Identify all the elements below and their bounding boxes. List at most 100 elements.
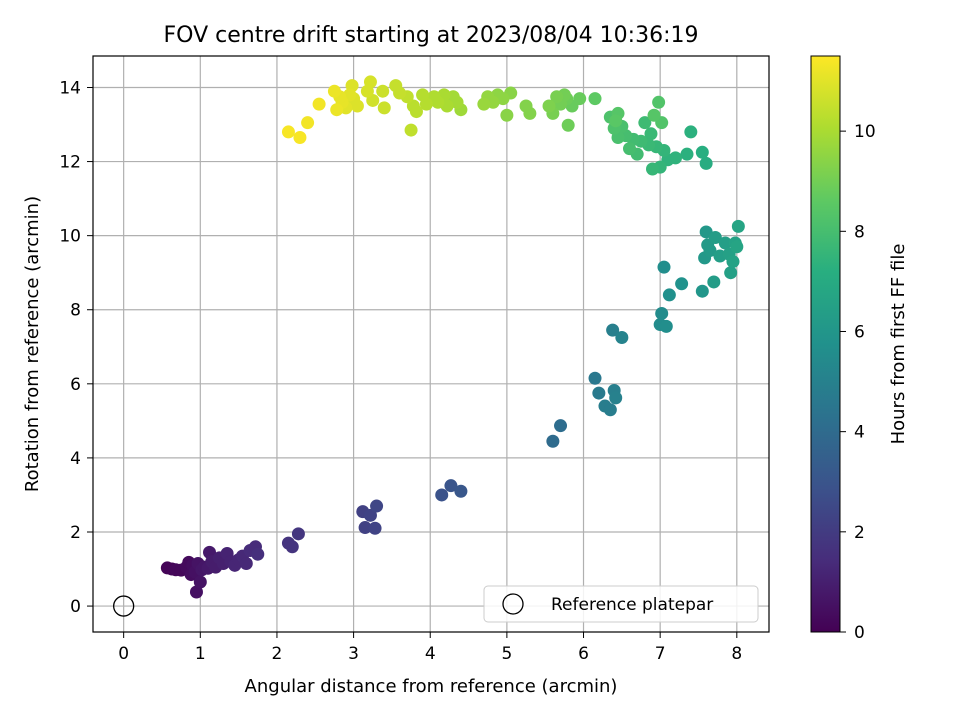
data-point (291, 527, 305, 541)
data-point (609, 391, 623, 405)
data-point (609, 114, 623, 128)
data-point (542, 99, 556, 113)
data-point (647, 108, 661, 122)
data-point (377, 101, 391, 115)
data-point (588, 92, 602, 106)
data-point (193, 575, 207, 589)
data-point (718, 236, 732, 250)
data-point (327, 84, 341, 98)
x-tick-label: 4 (425, 644, 436, 664)
data-point (680, 147, 694, 161)
data-point (404, 123, 418, 137)
data-point (554, 419, 568, 433)
colorbar-tick-label: 2 (854, 523, 865, 543)
x-tick-label: 2 (272, 644, 283, 664)
y-axis-ticks: 0 2 4 6 8 10 12 14 (59, 78, 93, 617)
chart-title: FOV centre drift starting at 2023/08/04 … (164, 23, 699, 48)
x-tick-label: 3 (348, 644, 359, 664)
data-point (703, 243, 717, 257)
y-tick-label: 10 (59, 227, 81, 247)
data-point (652, 95, 666, 109)
data-point (662, 288, 676, 302)
data-point (644, 127, 658, 141)
data-point (655, 306, 669, 320)
reference-platepar-point (113, 595, 135, 617)
data-point (546, 434, 560, 448)
reference-marker (113, 595, 135, 617)
colorbar-tick-label: 0 (854, 623, 865, 643)
y-tick-label: 12 (59, 153, 81, 173)
data-point (707, 275, 721, 289)
data-point (376, 84, 390, 98)
data-point (301, 116, 315, 130)
legend-marker (502, 593, 524, 615)
x-axis-label: Angular distance from reference (arcmin) (245, 676, 618, 697)
data-point (603, 403, 617, 417)
data-point (519, 99, 533, 113)
data-point (708, 231, 722, 245)
data-point (638, 116, 652, 130)
data-point (444, 479, 458, 493)
data-point (695, 284, 709, 298)
colorbar-tick-label: 4 (854, 423, 865, 443)
x-tick-label: 8 (731, 644, 742, 664)
x-axis-ticks: 0 1 2 3 4 5 6 7 8 (118, 632, 742, 664)
y-tick-label: 6 (70, 375, 81, 395)
colorbar-gradient (810, 55, 841, 633)
legend-box (483, 585, 759, 623)
colorbar-ticks: 0 2 4 6 8 10 (840, 122, 876, 643)
data-point (699, 156, 713, 170)
data-point (477, 97, 491, 111)
data-point (695, 145, 709, 159)
legend-entry: Reference platepar (551, 595, 713, 615)
colorbar-label: Hours from first FF file (888, 244, 909, 445)
data-point (659, 319, 673, 333)
data-point (731, 219, 745, 233)
colorbar-tick-label: 10 (854, 122, 876, 142)
x-tick-label: 6 (578, 644, 589, 664)
x-tick-label: 7 (655, 644, 666, 664)
y-tick-label: 2 (70, 523, 81, 543)
x-tick-label: 0 (118, 644, 129, 664)
data-point (293, 130, 307, 144)
data-point (416, 88, 430, 102)
y-tick-label: 8 (70, 301, 81, 321)
data-point (389, 79, 403, 93)
colorbar: 0 2 4 6 8 10 Hours from first FF file (810, 55, 909, 643)
colorbar-tick-label: 8 (854, 222, 865, 242)
data-point (726, 255, 740, 269)
data-point (615, 331, 629, 345)
data-point (550, 90, 564, 104)
y-axis-label: Rotation from reference (arcmin) (22, 196, 43, 492)
y-tick-label: 14 (59, 78, 81, 98)
data-point (285, 540, 299, 554)
data-point (406, 99, 420, 113)
data-point (358, 521, 372, 535)
y-tick-label: 0 (70, 597, 81, 617)
y-tick-label: 4 (70, 449, 81, 469)
data-point (606, 323, 620, 337)
data-point (724, 266, 738, 280)
data-point (646, 162, 660, 176)
colorbar-tick-label: 6 (854, 322, 865, 342)
data-point (370, 499, 384, 513)
data-point (592, 386, 606, 400)
data-point (684, 125, 698, 139)
data-point (239, 556, 253, 570)
data-point (251, 547, 265, 561)
x-tick-label: 1 (195, 644, 206, 664)
plot-frame (92, 55, 770, 633)
data-point (281, 125, 295, 139)
data-point (730, 240, 744, 254)
data-point (454, 484, 468, 498)
data-point (363, 508, 377, 522)
data-points (160, 75, 745, 599)
x-tick-label: 5 (501, 644, 512, 664)
data-point (189, 585, 203, 599)
data-point (360, 84, 374, 98)
grid-lines (93, 56, 769, 632)
data-point (312, 97, 326, 111)
data-point (435, 488, 449, 502)
data-point (675, 277, 689, 291)
